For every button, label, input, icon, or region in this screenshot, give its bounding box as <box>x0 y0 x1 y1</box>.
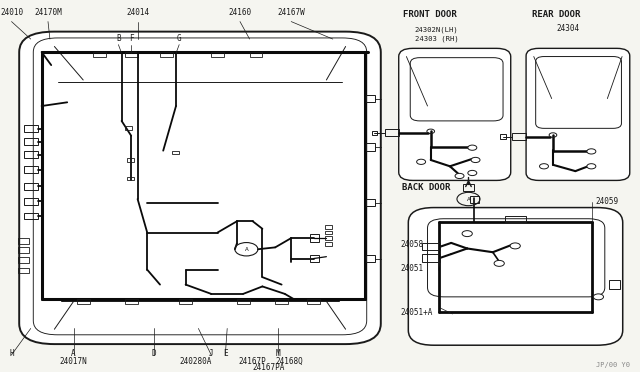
Text: H: H <box>9 349 14 358</box>
Bar <box>127 177 134 180</box>
Circle shape <box>593 294 604 300</box>
Bar <box>24 183 38 190</box>
Text: 24010: 24010 <box>0 8 23 17</box>
Circle shape <box>494 260 504 266</box>
Text: 24059: 24059 <box>595 198 618 206</box>
Bar <box>385 129 399 136</box>
Text: J: J <box>209 349 214 358</box>
Bar <box>125 52 138 57</box>
Text: 24304: 24304 <box>557 24 580 33</box>
Circle shape <box>417 159 426 164</box>
Text: A: A <box>244 247 248 252</box>
Bar <box>18 247 29 253</box>
Bar <box>366 95 375 102</box>
Bar <box>24 138 38 145</box>
Bar <box>179 299 192 304</box>
Text: 24160: 24160 <box>228 8 252 17</box>
Bar <box>470 196 479 203</box>
Text: 24303 (RH): 24303 (RH) <box>415 35 458 42</box>
Text: 24168Q: 24168Q <box>275 357 303 366</box>
Text: 24167PA: 24167PA <box>253 363 285 372</box>
Bar <box>325 225 332 229</box>
Bar <box>422 254 440 262</box>
Text: G: G <box>177 34 182 43</box>
Text: BACK DOOR: BACK DOOR <box>402 183 451 192</box>
Text: 24017N: 24017N <box>60 357 88 366</box>
Bar <box>325 231 332 234</box>
FancyBboxPatch shape <box>399 48 511 180</box>
Bar <box>463 184 474 191</box>
Bar <box>366 199 375 206</box>
Text: 24014: 24014 <box>126 8 149 17</box>
Bar <box>325 242 332 246</box>
Text: 24167W: 24167W <box>277 8 305 17</box>
Text: 24058: 24058 <box>400 240 423 249</box>
Text: B: B <box>116 34 121 43</box>
FancyBboxPatch shape <box>526 48 630 180</box>
Text: JP/00 Y0: JP/00 Y0 <box>596 362 630 368</box>
Bar <box>325 236 332 240</box>
Text: A: A <box>467 196 470 202</box>
Circle shape <box>462 231 472 237</box>
Bar <box>609 280 620 289</box>
Bar <box>24 151 38 158</box>
Bar <box>125 299 138 304</box>
Bar <box>125 126 132 130</box>
Bar <box>366 255 375 262</box>
Bar <box>18 268 29 273</box>
Bar <box>24 213 38 219</box>
Bar <box>127 158 134 162</box>
Bar <box>422 243 440 250</box>
Bar <box>307 299 320 304</box>
Text: FRONT DOOR: FRONT DOOR <box>403 10 457 19</box>
Bar <box>24 166 38 173</box>
Text: 24167P: 24167P <box>239 357 267 366</box>
Text: M: M <box>276 349 281 358</box>
Circle shape <box>540 164 548 169</box>
Bar <box>18 238 29 244</box>
Bar <box>24 198 38 205</box>
Bar <box>77 299 90 304</box>
Bar <box>310 255 319 262</box>
Circle shape <box>471 157 480 163</box>
Bar <box>512 133 526 140</box>
Circle shape <box>587 164 596 169</box>
Bar <box>372 131 377 135</box>
FancyBboxPatch shape <box>408 208 623 345</box>
Circle shape <box>468 170 477 176</box>
Bar <box>506 216 526 222</box>
Circle shape <box>510 243 520 249</box>
Text: 24302N(LH): 24302N(LH) <box>415 26 458 33</box>
Bar <box>18 257 29 263</box>
Circle shape <box>587 149 596 154</box>
Circle shape <box>468 145 477 150</box>
Bar <box>211 52 224 57</box>
Bar <box>93 52 106 57</box>
Text: 240280A: 240280A <box>179 357 211 366</box>
Bar <box>310 234 319 242</box>
Text: D: D <box>151 349 156 358</box>
Text: 24051+A: 24051+A <box>400 308 433 317</box>
Bar <box>366 143 375 151</box>
Text: F: F <box>129 34 134 43</box>
Bar <box>237 299 250 304</box>
Bar <box>275 299 288 304</box>
Bar <box>160 52 173 57</box>
Bar <box>500 134 506 139</box>
Text: 24170M: 24170M <box>34 8 62 17</box>
Bar <box>24 125 38 132</box>
Bar <box>250 52 262 57</box>
Text: E: E <box>223 349 228 358</box>
Bar <box>172 151 179 154</box>
FancyBboxPatch shape <box>19 32 381 344</box>
Text: A: A <box>71 349 76 358</box>
Circle shape <box>455 173 464 179</box>
Text: 24051: 24051 <box>400 264 423 273</box>
Text: REAR DOOR: REAR DOOR <box>532 10 581 19</box>
